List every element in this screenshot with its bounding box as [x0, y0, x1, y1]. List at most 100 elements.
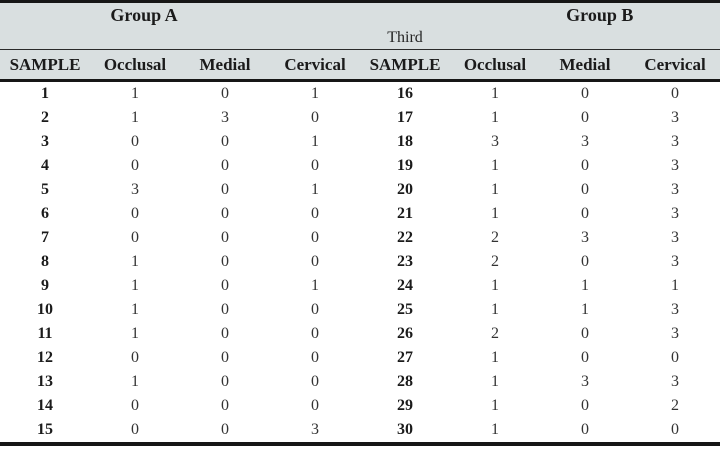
column-header-cervical-b: Cervical	[630, 49, 720, 82]
score-cell: 0	[540, 106, 630, 130]
score-cell: 1	[270, 274, 360, 298]
score-cell: 1	[450, 154, 540, 178]
score-cell: 0	[180, 178, 270, 202]
score-cell: 1	[450, 298, 540, 322]
score-cell: 3	[180, 106, 270, 130]
score-cell: 0	[540, 80, 630, 106]
score-cell: 0	[180, 226, 270, 250]
score-cell: 0	[90, 202, 180, 226]
table-row: 14 0 0 0 29 1 0 2	[0, 394, 720, 418]
score-cell: 3	[630, 250, 720, 274]
table-row: 10 1 0 0 25 1 1 3	[0, 298, 720, 322]
sample-number-cell: 30	[360, 418, 450, 444]
score-cell: 1	[450, 274, 540, 298]
third-header-row: Third	[0, 28, 720, 50]
sample-number-cell: 11	[0, 322, 90, 346]
score-cell: 0	[180, 418, 270, 444]
third-header-cell: Third	[0, 28, 720, 50]
score-cell: 0	[540, 202, 630, 226]
score-cell: 3	[630, 178, 720, 202]
group-b-label: Group B	[566, 5, 634, 25]
score-cell: 1	[450, 346, 540, 370]
score-cell: 1	[90, 250, 180, 274]
sample-number-cell: 29	[360, 394, 450, 418]
score-cell: 0	[180, 250, 270, 274]
sample-number-cell: 21	[360, 202, 450, 226]
sample-number-cell: 12	[0, 346, 90, 370]
score-cell: 1	[450, 106, 540, 130]
score-cell: 0	[270, 394, 360, 418]
sample-number-cell: 20	[360, 178, 450, 202]
table-row: 13 1 0 0 28 1 3 3	[0, 370, 720, 394]
score-cell: 0	[180, 370, 270, 394]
sample-number-cell: 23	[360, 250, 450, 274]
table-row: 3 0 0 1 18 3 3 3	[0, 130, 720, 154]
sample-number-cell: 5	[0, 178, 90, 202]
score-cell: 3	[630, 202, 720, 226]
sample-number-cell: 4	[0, 154, 90, 178]
score-cell: 0	[180, 298, 270, 322]
score-cell: 1	[270, 80, 360, 106]
score-cell: 0	[180, 346, 270, 370]
score-cell: 3	[540, 370, 630, 394]
score-cell: 0	[180, 322, 270, 346]
table-row: 2 1 3 0 17 1 0 3	[0, 106, 720, 130]
group-header-row: Group A Group B	[0, 1, 720, 28]
score-cell: 0	[540, 418, 630, 444]
sample-number-cell: 3	[0, 130, 90, 154]
score-cell: 0	[540, 346, 630, 370]
score-cell: 1	[90, 322, 180, 346]
score-cell: 0	[540, 250, 630, 274]
score-cell: 0	[270, 298, 360, 322]
sample-number-cell: 13	[0, 370, 90, 394]
table-body: 1 1 0 1 16 1 0 0 2 1 3 0 17 1 0 3 3 0 0 1 18 3 3 3 4 0 0 0 19 1 0 3 5 3 0 1…	[0, 80, 720, 444]
score-cell: 0	[540, 154, 630, 178]
score-cell: 1	[540, 274, 630, 298]
score-cell: 1	[90, 298, 180, 322]
score-cell: 0	[540, 322, 630, 346]
table-row: 4 0 0 0 19 1 0 3	[0, 154, 720, 178]
sample-number-cell: 27	[360, 346, 450, 370]
score-cell: 0	[90, 130, 180, 154]
score-cell: 1	[450, 394, 540, 418]
sample-number-cell: 25	[360, 298, 450, 322]
table-row: 12 0 0 0 27 1 0 0	[0, 346, 720, 370]
score-cell: 1	[540, 298, 630, 322]
score-cell: 0	[630, 346, 720, 370]
score-cell: 0	[270, 202, 360, 226]
score-cell: 1	[450, 370, 540, 394]
score-cell: 2	[630, 394, 720, 418]
table-row: 9 1 0 1 24 1 1 1	[0, 274, 720, 298]
sample-number-cell: 18	[360, 130, 450, 154]
score-cell: 0	[90, 154, 180, 178]
table-row: 1 1 0 1 16 1 0 0	[0, 80, 720, 106]
score-cell: 3	[90, 178, 180, 202]
score-cell: 1	[270, 130, 360, 154]
score-cell: 0	[180, 394, 270, 418]
column-header-sample-b: SAMPLE	[360, 49, 450, 82]
sample-number-cell: 15	[0, 418, 90, 444]
score-cell: 0	[180, 274, 270, 298]
score-cell: 3	[540, 130, 630, 154]
sample-number-cell: 1	[0, 80, 90, 106]
score-cell: 3	[630, 130, 720, 154]
score-cell: 0	[180, 154, 270, 178]
sample-number-cell: 19	[360, 154, 450, 178]
table-row: 7 0 0 0 22 2 3 3	[0, 226, 720, 250]
group-a-label: Group A	[110, 5, 178, 25]
score-cell: 0	[270, 370, 360, 394]
sample-number-cell: 10	[0, 298, 90, 322]
score-cell: 3	[450, 130, 540, 154]
score-cell: 1	[450, 178, 540, 202]
score-cell: 0	[180, 130, 270, 154]
score-cell: 0	[180, 202, 270, 226]
score-cell: 3	[630, 154, 720, 178]
column-header-medial-b: Medial	[540, 49, 630, 82]
score-cell: 1	[270, 178, 360, 202]
score-cell: 0	[630, 80, 720, 106]
score-cell: 1	[90, 274, 180, 298]
sample-number-cell: 17	[360, 106, 450, 130]
column-header-occlusal-a: Occlusal	[90, 49, 180, 82]
sample-number-cell: 16	[360, 80, 450, 106]
